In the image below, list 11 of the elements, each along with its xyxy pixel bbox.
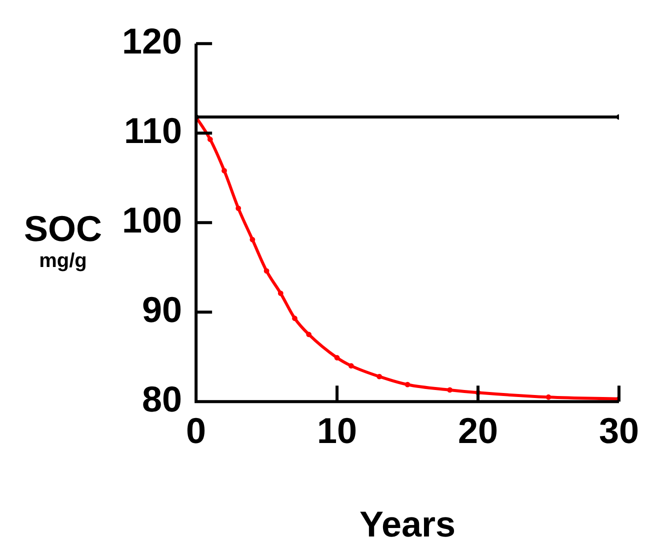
y-tick-label: 100 bbox=[122, 200, 182, 241]
y-tick-label: 90 bbox=[142, 289, 182, 330]
y-tick-label: 110 bbox=[124, 110, 182, 152]
y-tick-label: 120 bbox=[122, 20, 182, 62]
x-tick-label: 20 bbox=[458, 410, 498, 452]
x-axis-title: Years bbox=[359, 503, 456, 544]
y-tick-label: 80 bbox=[142, 378, 182, 420]
y-axis-title: SOC mg/g bbox=[22, 208, 103, 273]
x-tick-label: 0 bbox=[186, 410, 206, 452]
x-tick-label: 10 bbox=[317, 410, 358, 452]
x-tick-label: 30 bbox=[598, 410, 639, 452]
